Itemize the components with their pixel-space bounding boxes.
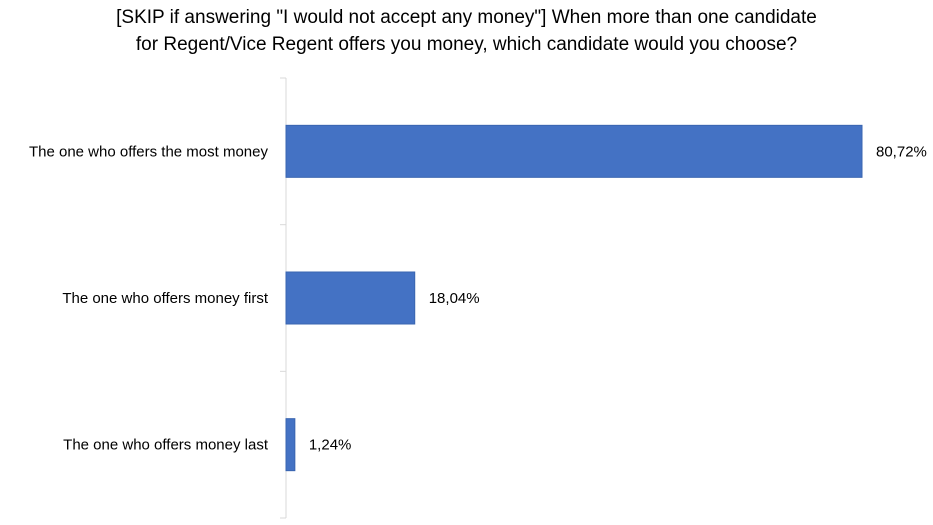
category-label: The one who offers money last	[63, 437, 269, 454]
bar	[285, 418, 296, 472]
data-label: 80,72%	[876, 143, 927, 160]
category-label: The one who offers the most money	[29, 143, 269, 160]
bar	[285, 271, 416, 325]
data-label: 18,04%	[429, 290, 480, 307]
category-label: The one who offers money first	[62, 290, 268, 307]
bar	[285, 124, 863, 178]
chart-title: [SKIP if answering "I would not accept a…	[116, 7, 817, 55]
data-label: 1,24%	[309, 437, 352, 454]
